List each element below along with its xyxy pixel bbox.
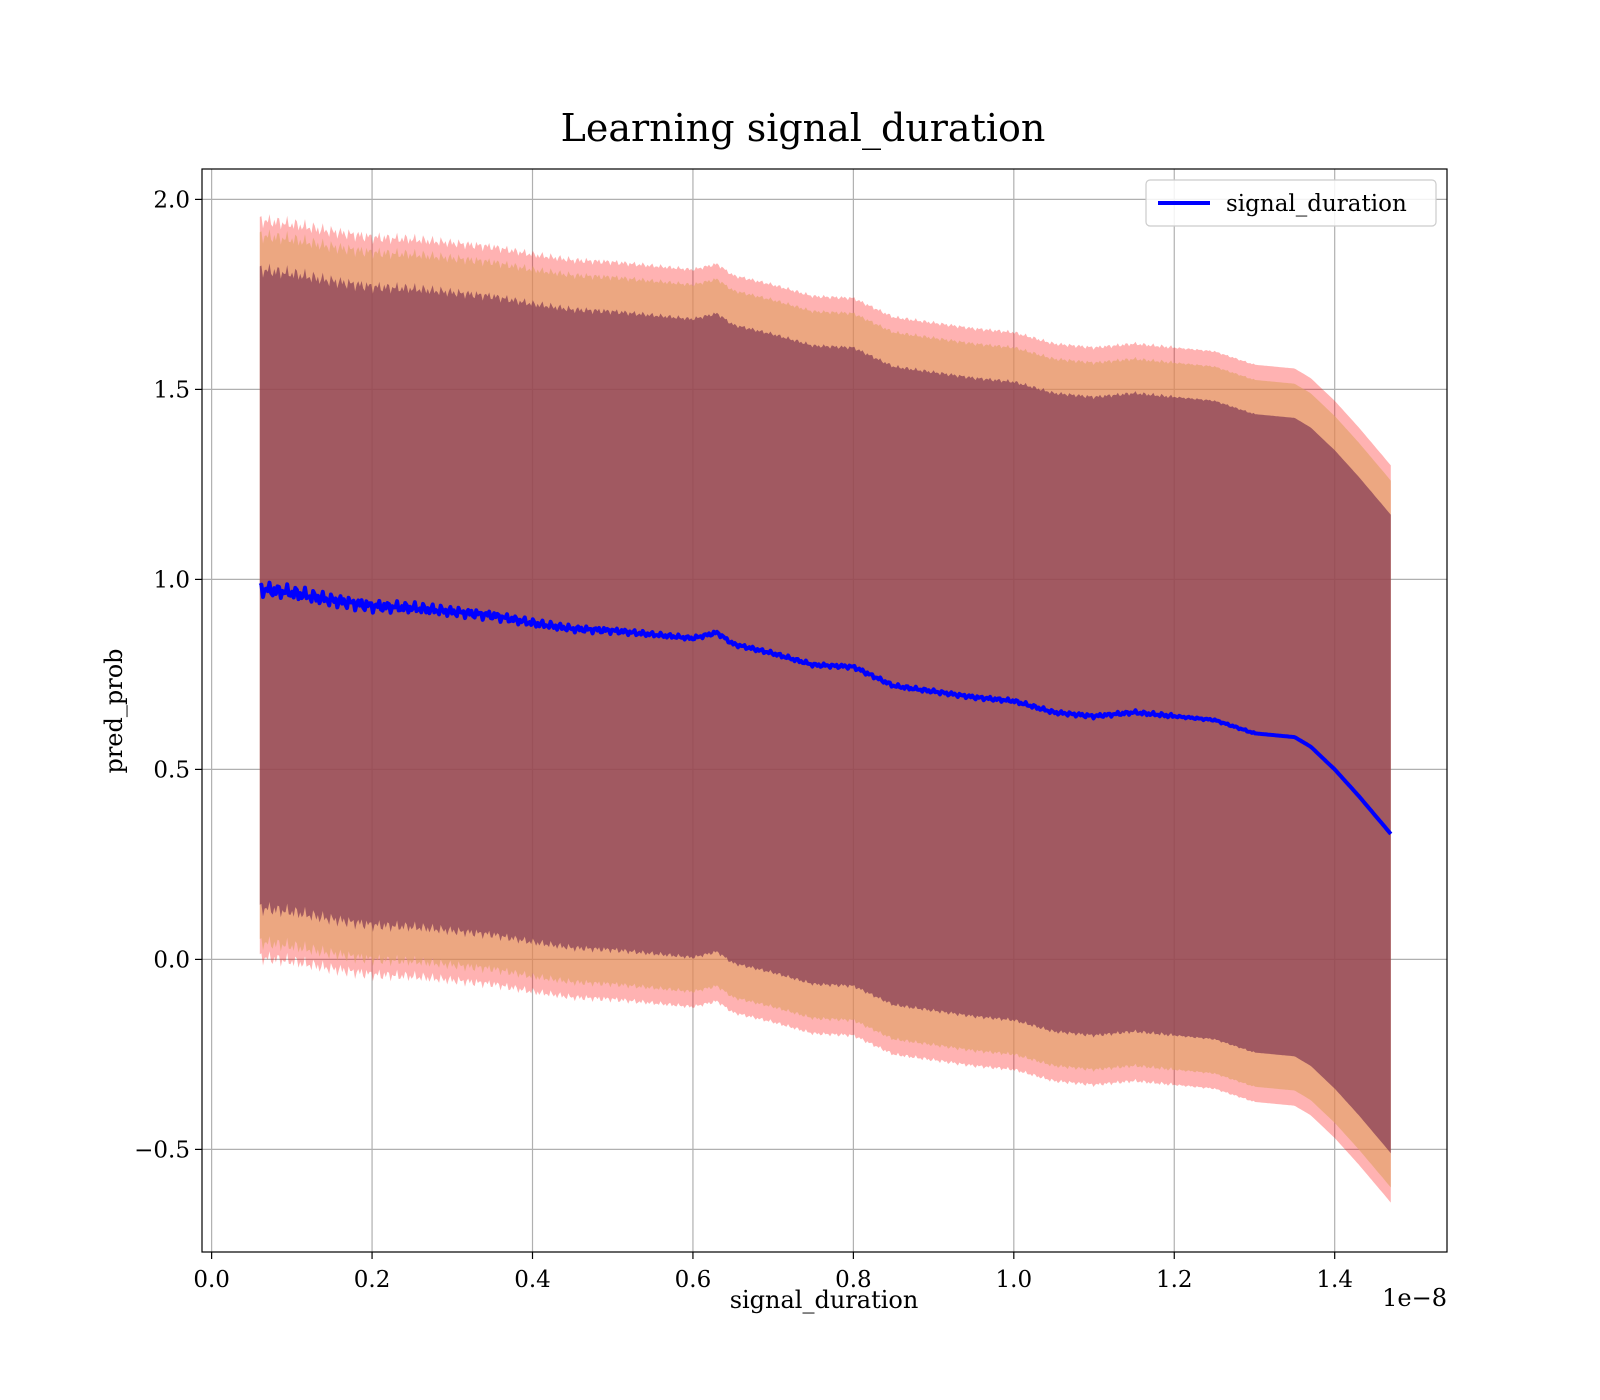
y-axis-label: pred_prob	[100, 648, 128, 773]
x-tick-label-4: 0.8	[835, 1267, 872, 1293]
x-tick-label-2: 0.4	[514, 1267, 551, 1293]
series-line-signal-duration	[258, 580, 1393, 836]
x-axis-label: signal_duration	[730, 1286, 919, 1314]
band-inner	[259, 263, 1391, 1154]
legend-label-signal-duration: signal_duration	[1226, 191, 1407, 217]
legend-box	[1145, 179, 1437, 227]
plot-frame	[201, 168, 1448, 1253]
legend: signal_duration	[1145, 179, 1437, 227]
chart-title: Learning signal_duration	[561, 106, 1046, 151]
x-tick-label-5: 1.0	[996, 1267, 1033, 1293]
x-tick-label-6: 1.2	[1156, 1267, 1193, 1293]
y-axis-ticks: −0.5 0.0 0.5 1.0 1.5 2.0	[134, 187, 202, 1163]
y-tick-label-5: 2.0	[153, 187, 190, 213]
x-tick-label-3: 0.6	[675, 1267, 712, 1293]
y-tick-label-3: 1.0	[153, 567, 190, 593]
y-tick-label-2: 0.5	[153, 757, 190, 783]
x-axis-offset-label: 1e−8	[1382, 1284, 1447, 1312]
x-tick-label-1: 0.2	[354, 1267, 391, 1293]
x-axis-ticks: 0.0 0.2 0.4 0.6 0.8 1.0 1.2 1.4	[193, 1252, 1353, 1293]
y-tick-label-0: −0.5	[134, 1137, 190, 1163]
confidence-bands	[259, 214, 1391, 1203]
x-tick-label-0: 0.0	[193, 1267, 230, 1293]
x-tick-label-7: 1.4	[1316, 1267, 1353, 1293]
y-tick-label-4: 1.5	[153, 377, 190, 403]
y-tick-label-1: 0.0	[153, 947, 190, 973]
